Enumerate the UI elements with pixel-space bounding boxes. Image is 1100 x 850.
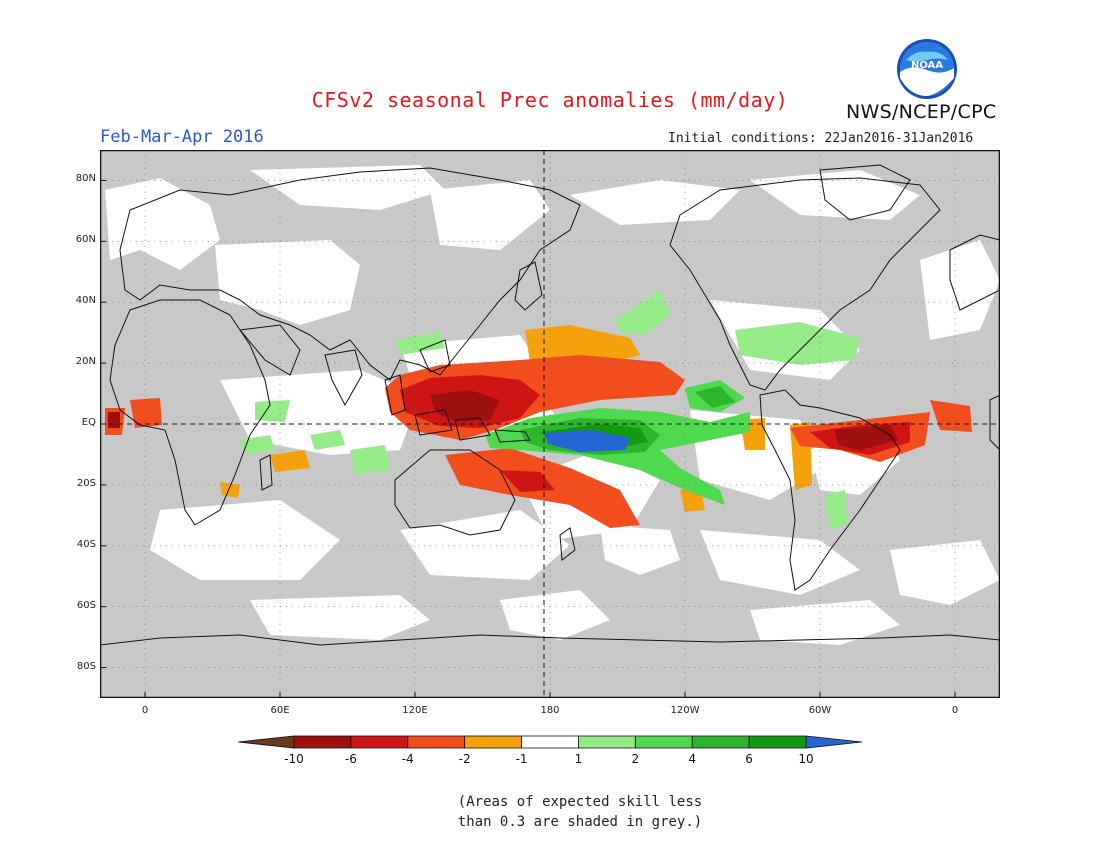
colorbar-swatch xyxy=(238,735,295,749)
noaa-logo-text: NOAA xyxy=(911,60,943,71)
colorbar-swatch xyxy=(350,735,409,749)
noaa-logo-icon: NOAA xyxy=(897,39,957,99)
lon-label-180: 180 xyxy=(540,705,560,716)
initial-conditions-label: Initial conditions: 22Jan2016-31Jan2016 xyxy=(668,131,974,146)
colorbar-swatch xyxy=(521,735,579,749)
lon-label-60w: 60W xyxy=(808,705,832,716)
colorbar-tick-label: -2 xyxy=(458,752,471,766)
colorbar-swatch xyxy=(805,735,862,749)
footnote-line-1: (Areas of expected skill less xyxy=(457,794,703,810)
lat-label-80n: 80N xyxy=(75,173,96,185)
lat-label-40s: 40S xyxy=(76,538,96,550)
colorbar-swatch xyxy=(293,735,352,749)
colorbar-tick-label: 6 xyxy=(745,752,753,766)
axis-ticks xyxy=(100,179,956,698)
colorbar-swatch xyxy=(578,735,636,749)
colorbar-tick-label: -1 xyxy=(515,752,528,766)
colorbar-swatch xyxy=(691,735,750,749)
chart-title: CFSv2 seasonal Prec anomalies (mm/day) xyxy=(311,88,789,112)
colorbar-tick-label: 2 xyxy=(631,752,640,766)
lon-label-0: 0 xyxy=(951,705,959,716)
colorbar-swatch xyxy=(748,735,807,749)
wet-anomaly-1-2 xyxy=(240,290,860,530)
colorbar-tick-label: -4 xyxy=(401,752,414,766)
agency-label: NWS/NCEP/CPC xyxy=(846,101,997,123)
colorbar-tick-label: 10 xyxy=(798,752,814,766)
lat-label-20n: 20N xyxy=(75,356,96,368)
footnote-line-2: than 0.3 are shaded in grey.) xyxy=(457,814,703,830)
lat-label-60s: 60S xyxy=(76,599,96,611)
lon-label-0: 0 xyxy=(141,705,149,716)
colorbar-swatch xyxy=(407,735,466,749)
season-label: Feb-Mar-Apr 2016 xyxy=(100,127,264,147)
lon-label-60e: 60E xyxy=(270,705,290,716)
colorbar xyxy=(238,735,862,749)
lat-label-eq: EQ xyxy=(81,417,96,428)
colorbar-tick-label: -6 xyxy=(344,752,357,766)
colorbar-swatch xyxy=(634,735,693,749)
lat-label-80s: 80S xyxy=(76,660,96,672)
wet-anomaly-above-10 xyxy=(545,430,630,452)
lat-label-40n: 40N xyxy=(75,295,96,307)
lon-label-120e: 120E xyxy=(402,705,428,716)
skill-footnote: (Areas of expected skill less than 0.3 a… xyxy=(430,792,730,832)
lat-label-20s: 20S xyxy=(76,477,96,489)
precipitation-anomaly-map xyxy=(100,150,1000,698)
lat-label-60n: 60N xyxy=(75,234,96,246)
colorbar-swatch xyxy=(464,735,522,749)
graticule xyxy=(100,150,1000,698)
dry-anomaly-2-1 xyxy=(220,325,812,512)
dry-anomaly-10-6 xyxy=(108,390,898,450)
lon-label-120w: 120W xyxy=(670,705,700,716)
coastlines xyxy=(100,164,1000,646)
colorbar-tick-label: 4 xyxy=(688,752,697,766)
colorbar-tick-label: 1 xyxy=(574,752,583,766)
colorbar-tick-label: -10 xyxy=(284,752,304,766)
